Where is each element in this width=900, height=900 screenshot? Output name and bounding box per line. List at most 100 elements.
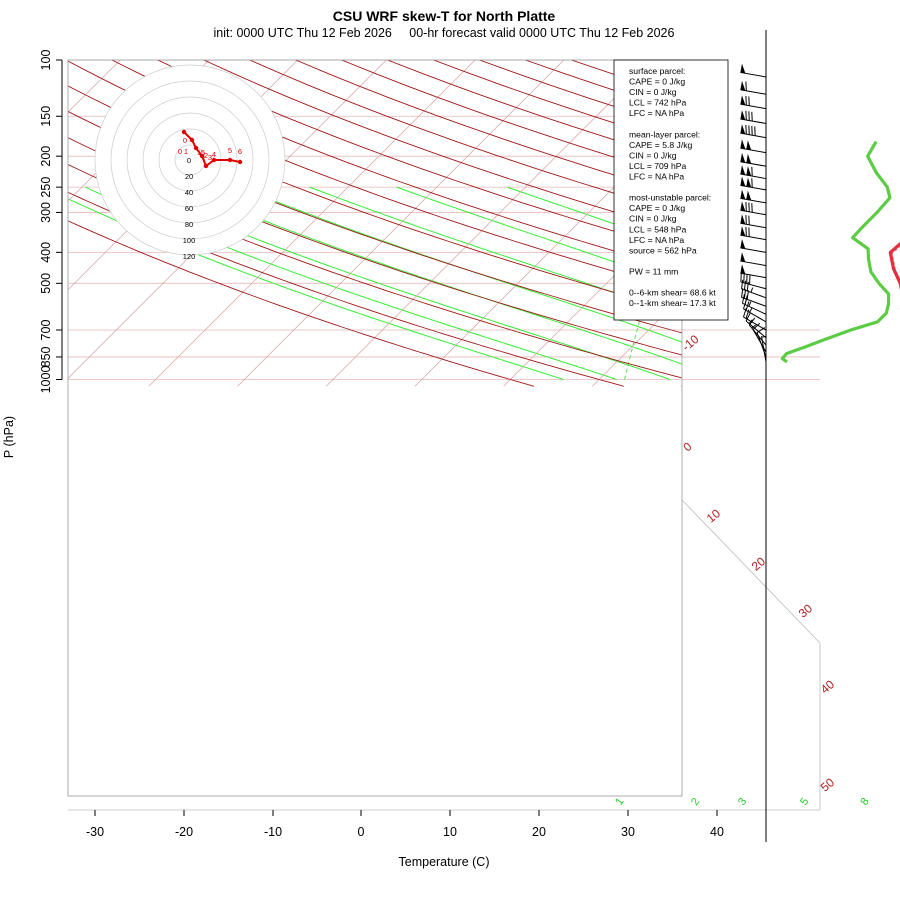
y-tick-label: 200 — [39, 146, 53, 167]
x-tick-label: -10 — [264, 825, 282, 839]
mixing-ratio-label: 3 — [736, 796, 749, 808]
wind-barb-full — [741, 294, 745, 304]
dry-adiabat-line — [262, 60, 820, 387]
wind-barb — [740, 238, 767, 253]
parcel-trace-line — [891, 246, 900, 281]
y-tick-label: 700 — [39, 320, 53, 341]
info-line: CAPE = 0 J/kg — [629, 203, 685, 213]
isotherm-label: 20 — [749, 554, 768, 574]
info-line: 0--1-km shear= 17.3 kt — [629, 298, 716, 308]
wind-barb-full — [746, 290, 749, 300]
x-axis-title: Temperature (C) — [399, 855, 490, 869]
wind-barb-shaft — [743, 308, 767, 323]
wind-barb-full — [745, 309, 750, 319]
mixing-ratio-label: 8 — [858, 796, 871, 808]
isotherm-label: 40 — [818, 677, 837, 697]
wind-barbs — [740, 63, 767, 362]
wind-barb — [740, 252, 767, 267]
dry-adiabat-line — [796, 60, 820, 387]
info-line: surface parcel: — [629, 66, 685, 76]
wind-barb — [740, 165, 767, 180]
x-tick-label: 20 — [532, 825, 546, 839]
wind-barb-shaft — [745, 320, 767, 339]
isotherm-label: -10 — [679, 332, 702, 354]
wind-barb-flag — [746, 190, 752, 201]
dry-adiabat-line — [172, 60, 820, 387]
hodograph-point — [189, 137, 195, 143]
dry-adiabat-line — [707, 60, 820, 387]
mixing-ratio-label: 5 — [798, 796, 811, 808]
parcel-info-box: surface parcel: CAPE = 0 J/kg CIN = 0 J/kg… — [613, 59, 729, 321]
hodograph-point-label: 6 — [238, 147, 242, 156]
hodograph-ring — [142, 112, 238, 208]
isotherm-line — [237, 60, 579, 387]
wind-barb-flag — [740, 264, 746, 275]
hodograph-point — [193, 145, 199, 151]
dry-adiabat-line — [68, 60, 624, 387]
wind-barb — [740, 80, 767, 95]
hodograph-ring-label: 80 — [185, 220, 193, 229]
wind-barb-flag — [746, 177, 752, 188]
x-tick-label: -30 — [86, 825, 104, 839]
wind-barb-full — [756, 327, 766, 333]
chart-subtitle: init: 0000 UTC Thu 12 Feb 2026 00-hr for… — [214, 26, 675, 40]
dewpoint-line — [780, 140, 892, 364]
info-line: LFC = NA hPa — [629, 235, 684, 245]
y-tick-label: 300 — [39, 202, 53, 223]
wind-barb — [760, 335, 767, 362]
wind-barb — [740, 272, 767, 290]
hodograph-ring — [110, 80, 270, 240]
hodograph-point — [211, 157, 217, 163]
info-line: most-unstable parcel: — [629, 193, 711, 203]
info-line: LFC = NA hPa — [629, 172, 684, 182]
wind-barb — [740, 226, 767, 241]
info-line: PW = 11 mm — [629, 266, 678, 276]
wind-barb — [740, 214, 767, 229]
temperature-line — [888, 241, 900, 310]
wind-barb — [740, 124, 767, 139]
info-line: source = 562 hPa — [629, 245, 697, 255]
hodograph-point-label: 2 — [204, 151, 208, 160]
wind-barb-flag — [740, 95, 746, 106]
profiles — [780, 140, 900, 364]
wind-barb — [740, 176, 767, 191]
hodograph-ring-label: 100 — [183, 236, 196, 245]
hodograph-ring-label: 60 — [185, 204, 193, 213]
hodograph-point — [227, 157, 233, 163]
wind-barb-shaft — [760, 336, 767, 362]
wind-barb-flag — [740, 110, 746, 120]
wind-barb-flag — [740, 165, 746, 175]
wind-barb — [741, 279, 767, 299]
wind-barb-full — [745, 312, 751, 322]
wind-barb-shaft — [742, 302, 767, 315]
hodograph-point — [203, 163, 209, 169]
hodograph-point-label: 3 — [208, 153, 212, 162]
wind-barb-flag — [740, 226, 746, 237]
wind-barb-flag — [740, 152, 746, 163]
wind-barb-full — [743, 280, 747, 291]
wind-barb — [740, 189, 767, 204]
info-line: LCL = 709 hPa — [629, 161, 686, 171]
wind-barb — [740, 95, 767, 110]
wind-barb — [740, 139, 767, 154]
hodograph-ring-label: 20 — [185, 172, 193, 181]
moist-adiabat-line — [746, 187, 900, 379]
hodograph-point-label: 4 — [212, 150, 216, 159]
wind-barb-half — [748, 301, 752, 307]
y-tick-label: 250 — [39, 177, 53, 198]
hodograph-ring — [126, 96, 254, 224]
wind-barb-full — [746, 281, 749, 292]
wind-barb-half — [750, 287, 754, 293]
info-line: CIN = 0 J/kg — [629, 150, 677, 160]
wind-barb — [740, 110, 767, 124]
hodograph-point-label: 5 — [228, 146, 232, 155]
wind-barb — [741, 288, 767, 307]
wind-barb-flag — [740, 176, 746, 187]
isotherm-label: 10 — [704, 506, 723, 526]
mixing-ratio-label: 2 — [689, 796, 702, 808]
x-tick-label: 10 — [443, 825, 457, 839]
hodograph-point-label: 1 — [197, 148, 201, 157]
wind-barb-full — [741, 279, 744, 289]
hodograph-ring-label: 40 — [185, 188, 193, 197]
